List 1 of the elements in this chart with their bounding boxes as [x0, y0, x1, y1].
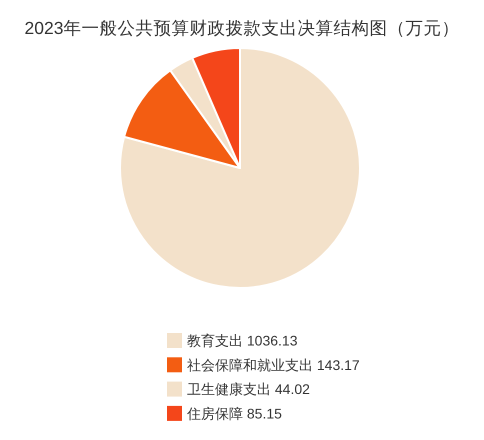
- title: 2023年一般公共预算财政拨款支出决算结构图（万元）: [24, 18, 460, 38]
